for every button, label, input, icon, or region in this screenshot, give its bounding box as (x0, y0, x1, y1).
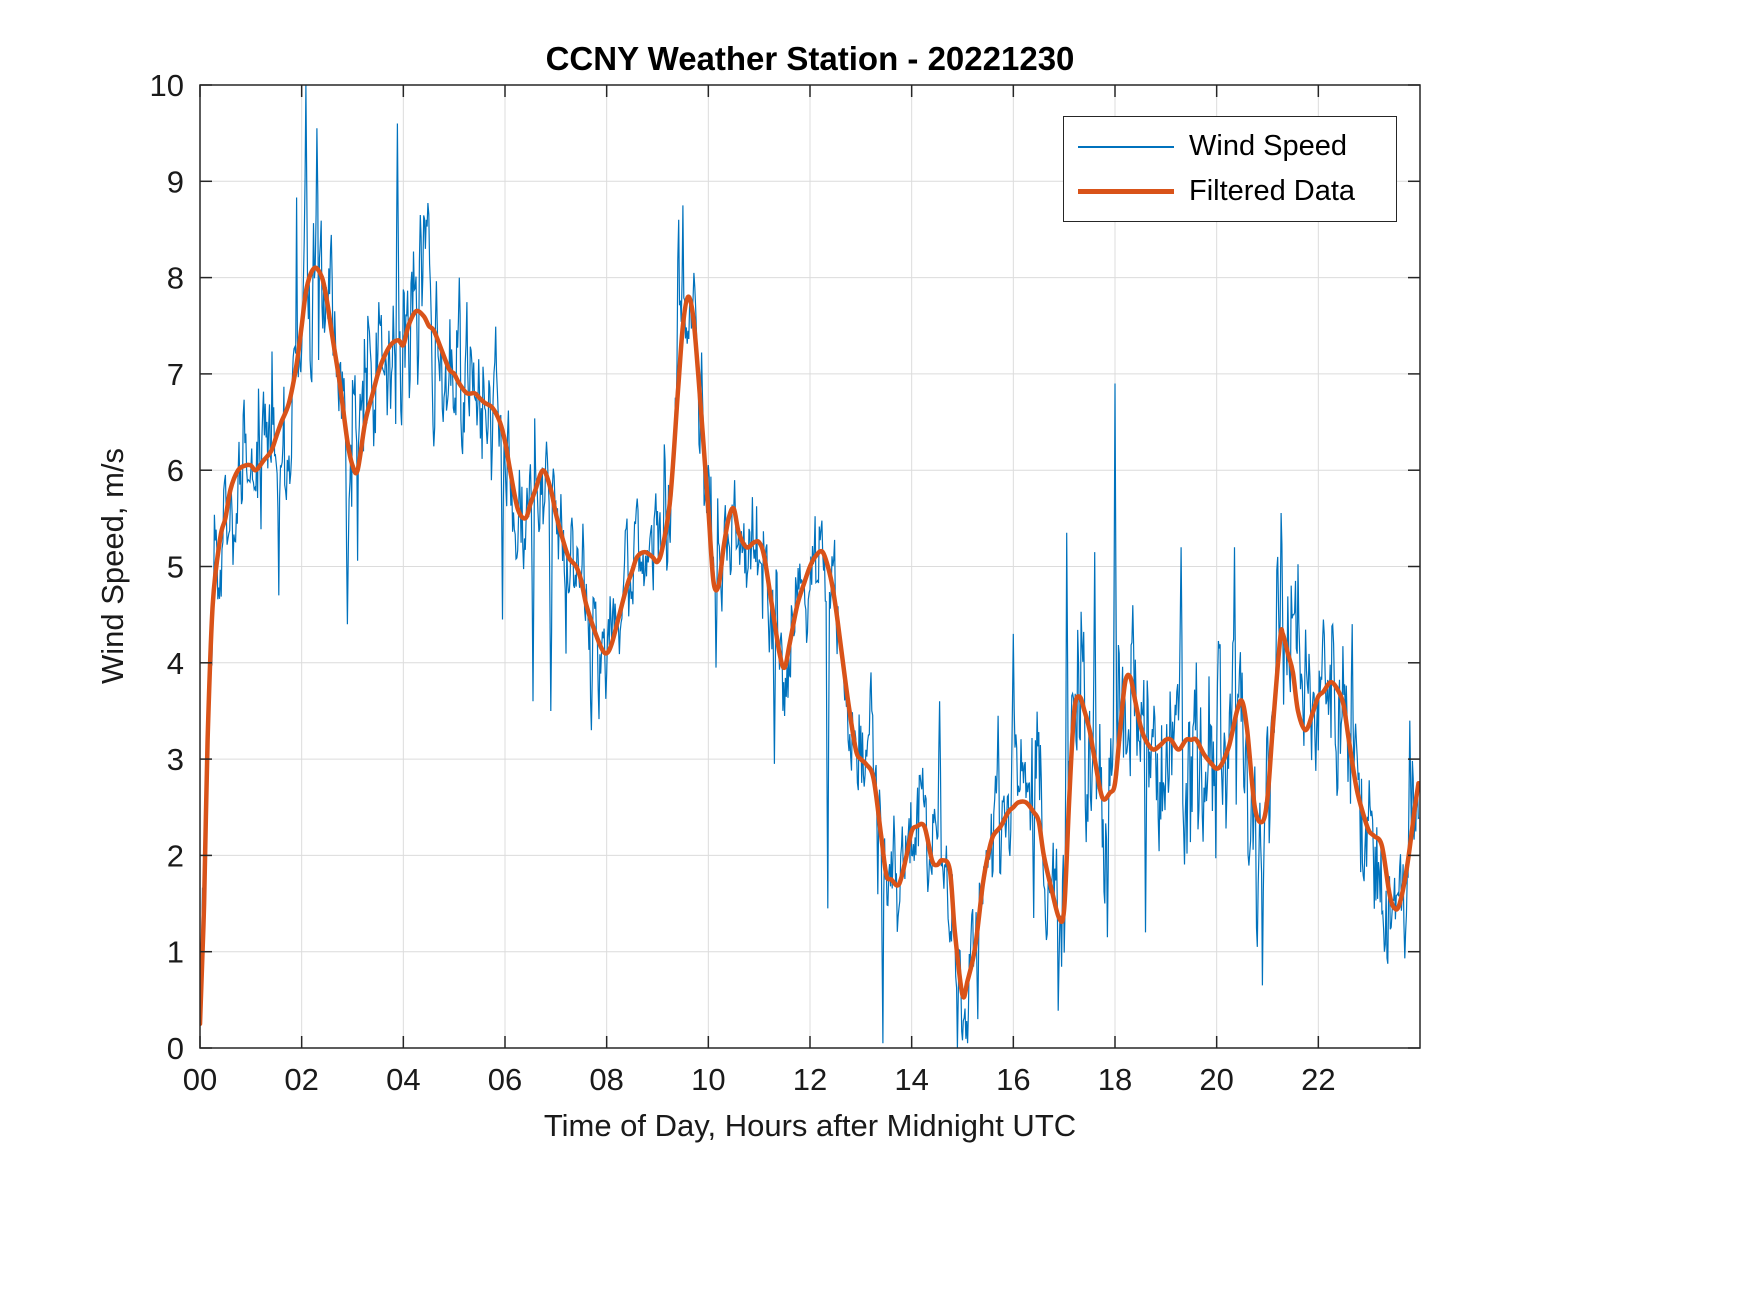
svg-text:06: 06 (488, 1062, 522, 1097)
svg-text:9: 9 (167, 164, 184, 199)
svg-text:14: 14 (894, 1062, 928, 1097)
svg-text:6: 6 (167, 453, 184, 488)
legend-item-wind-speed: Wind Speed (1064, 124, 1396, 169)
chart-title: CCNY Weather Station - 20221230 (545, 40, 1075, 77)
svg-text:20: 20 (1199, 1062, 1233, 1097)
svg-text:2: 2 (167, 838, 184, 873)
y-tick-labels: 0 1 2 3 4 5 6 7 8 9 10 (150, 68, 184, 1066)
filtered-data-line (200, 265, 1420, 1027)
svg-text:8: 8 (167, 261, 184, 296)
svg-text:0: 0 (167, 1031, 184, 1066)
svg-text:7: 7 (167, 357, 184, 392)
x-tick-labels: 00 02 04 06 08 10 12 14 16 18 20 22 (183, 1062, 1336, 1097)
legend-item-filtered-data: Filtered Data (1064, 169, 1396, 214)
legend-label-wind-speed: Wind Speed (1189, 130, 1347, 162)
wind-speed-line (200, 85, 1420, 1048)
svg-text:5: 5 (167, 550, 184, 585)
svg-text:18: 18 (1098, 1062, 1132, 1097)
svg-text:08: 08 (589, 1062, 623, 1097)
svg-text:02: 02 (284, 1062, 318, 1097)
svg-text:10: 10 (150, 68, 184, 103)
svg-text:22: 22 (1301, 1062, 1335, 1097)
svg-text:12: 12 (793, 1062, 827, 1097)
svg-text:04: 04 (386, 1062, 420, 1097)
y-axis-label: Wind Speed, m/s (95, 447, 130, 685)
svg-text:1: 1 (167, 935, 184, 970)
svg-text:00: 00 (183, 1062, 217, 1097)
legend: Wind Speed Filtered Data (1063, 116, 1397, 222)
wind-speed-line-sample (1078, 145, 1174, 148)
x-axis-label: Time of Day, Hours after Midnight UTC (543, 1108, 1077, 1143)
tick-marks (199, 84, 1420, 1049)
svg-text:3: 3 (167, 742, 184, 777)
legend-label-filtered-data: Filtered Data (1189, 175, 1356, 207)
svg-text:4: 4 (167, 646, 184, 681)
svg-text:10: 10 (691, 1062, 725, 1097)
filtered-data-line-sample (1078, 189, 1174, 194)
svg-text:16: 16 (996, 1062, 1030, 1097)
